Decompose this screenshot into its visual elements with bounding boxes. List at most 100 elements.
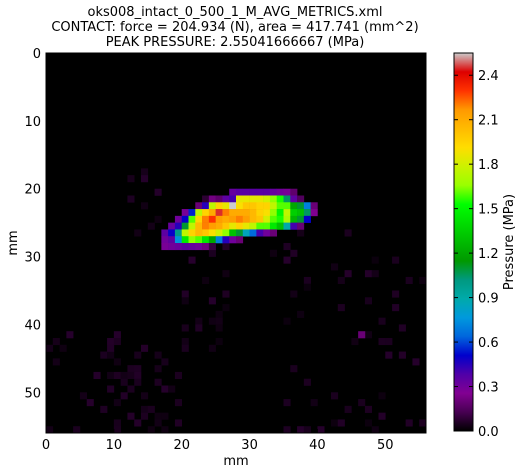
heatmap-cell xyxy=(310,209,318,217)
heatmap-cell xyxy=(269,209,278,217)
heatmap-cell xyxy=(174,419,183,427)
heatmap-cell xyxy=(59,344,67,352)
heatmap-cell xyxy=(168,385,176,393)
heatmap-cell xyxy=(222,290,230,298)
heatmap-cell xyxy=(297,215,305,223)
heatmap-cell xyxy=(161,426,169,434)
heatmap-cell xyxy=(256,202,264,210)
heatmap-cell xyxy=(208,215,216,223)
heatmap-cell xyxy=(168,243,176,251)
heatmap-cell xyxy=(181,243,189,251)
heatmap-cell xyxy=(290,202,298,210)
heatmap-cell xyxy=(195,209,203,217)
heatmap-cell xyxy=(249,195,257,203)
chart-title-line-2: CONTACT: force = 204.934 (N), area = 417… xyxy=(51,20,419,35)
heatmap-cell xyxy=(202,276,210,285)
heatmap-cell xyxy=(86,399,94,407)
heatmap-cell xyxy=(249,215,257,223)
heatmap-cell xyxy=(46,344,54,352)
heatmap-cell xyxy=(249,202,257,210)
heatmap-cell xyxy=(242,229,250,237)
heatmap-cell xyxy=(256,222,264,230)
heatmap-cell xyxy=(229,229,237,237)
heatmap-cell xyxy=(222,304,230,312)
heatmap-axes: 0 10 20 30 40 50 0 10 20 30 40 50 mm mm xyxy=(6,47,427,469)
heatmap-cell xyxy=(208,222,216,230)
heatmap-cell xyxy=(297,202,305,210)
heatmap-cell xyxy=(79,392,88,400)
heatmap-cell xyxy=(249,188,257,196)
y-axis-label: mm xyxy=(6,230,21,255)
heatmap-cell xyxy=(100,405,108,413)
heatmap-cell xyxy=(236,188,244,196)
heatmap-cell xyxy=(46,426,54,434)
heatmap-cell xyxy=(331,392,339,400)
heatmap-cell xyxy=(276,202,284,210)
heatmap-cell xyxy=(236,215,244,223)
heatmap-cell xyxy=(154,365,162,373)
heatmap-cell xyxy=(52,338,60,346)
heatmap-cell xyxy=(310,399,318,407)
heatmap-cell xyxy=(154,412,162,420)
heatmap-cell xyxy=(392,304,400,312)
heatmap-cell xyxy=(276,195,284,203)
heatmap-cell xyxy=(310,202,318,210)
heatmap-cell xyxy=(364,419,373,427)
heatmap-cell xyxy=(215,338,223,346)
heatmap-cell xyxy=(371,270,379,278)
heatmap-cell xyxy=(174,243,183,251)
heatmap-cell xyxy=(242,202,250,210)
heatmap-cell xyxy=(283,215,291,223)
heatmap-cell xyxy=(249,209,257,217)
heatmap-cell xyxy=(236,202,244,210)
heatmap-cell xyxy=(269,202,278,210)
heatmap-cell xyxy=(337,276,345,285)
heatmap-cell xyxy=(297,222,305,230)
heatmap-cell xyxy=(181,297,189,305)
heatmap-cell xyxy=(269,229,278,237)
heatmap-cell xyxy=(283,222,291,230)
chart-title-line-3: PEAK PRESSURE: 2.55041666667 (MPa) xyxy=(105,35,365,50)
heatmap-cell xyxy=(364,405,373,413)
heatmap-cell xyxy=(392,290,400,298)
heatmap-cell xyxy=(303,209,311,217)
colorbar-tick-label: 2.4 xyxy=(478,69,499,84)
colorbar-gradient xyxy=(453,52,474,432)
heatmap-cell xyxy=(290,209,298,217)
heatmap-cell xyxy=(141,175,149,183)
heatmap-cell xyxy=(256,188,264,196)
heatmap-cell xyxy=(290,195,298,203)
heatmap-cell xyxy=(215,324,223,332)
x-tick-label: 0 xyxy=(42,438,50,453)
heatmap-cell xyxy=(412,358,420,366)
heatmap-cell xyxy=(283,188,291,196)
heatmap-cell xyxy=(215,310,223,318)
heatmap-cell xyxy=(290,365,298,373)
heatmap-cell xyxy=(215,209,223,217)
heatmap-cell xyxy=(181,229,189,237)
heatmap-cell xyxy=(107,351,115,359)
heatmap-cell xyxy=(269,222,278,230)
heatmap-cell xyxy=(263,222,271,230)
heatmap-cell xyxy=(154,419,162,427)
heatmap-cell xyxy=(202,236,210,244)
chart-title-line-1: oks008_intact_0_500_1_M_AVG_METRICS.xml xyxy=(87,5,383,20)
heatmap-cell xyxy=(134,365,142,373)
heatmap-cell xyxy=(303,276,311,285)
heatmap-cell xyxy=(290,290,298,298)
heatmap-cell xyxy=(337,304,345,312)
heatmap-cell xyxy=(297,209,305,217)
heatmap-cells xyxy=(46,53,427,434)
heatmap-cell xyxy=(141,202,149,210)
heatmap-cell xyxy=(303,215,311,223)
colorbar-tick-label: 0.6 xyxy=(478,336,499,351)
heatmap-cell xyxy=(107,385,115,393)
heatmap-cell xyxy=(141,412,149,420)
heatmap-cell xyxy=(161,412,169,420)
heatmap-cell xyxy=(419,276,427,285)
heatmap-cell xyxy=(337,419,345,427)
heatmap-cell xyxy=(134,351,142,359)
heatmap-cell xyxy=(344,229,352,237)
